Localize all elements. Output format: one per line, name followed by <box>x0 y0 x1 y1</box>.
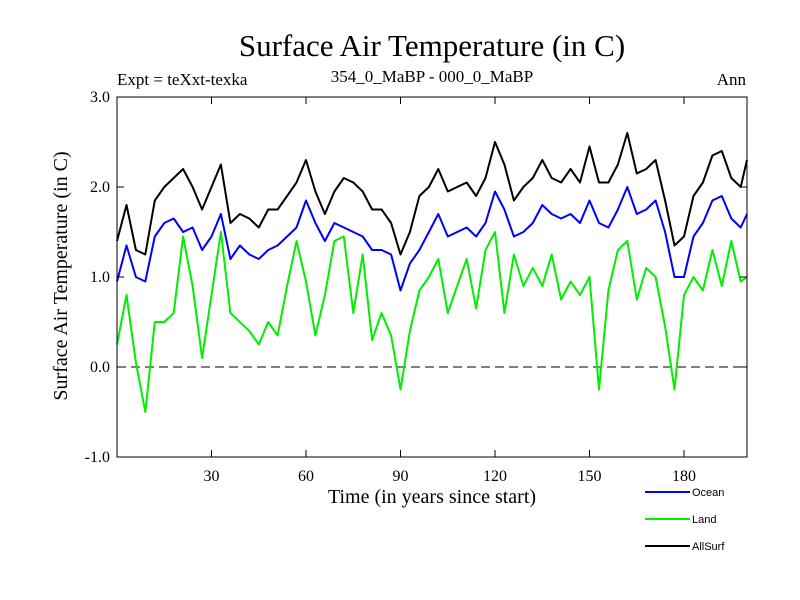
plot-frame <box>116 96 748 458</box>
plot-area: 30 60 90 120 150 180 -1.0 0.0 1.0 2.0 3.0 <box>85 89 748 485</box>
x-tick-label: 90 <box>393 468 409 485</box>
legend: Ocean Land AllSurf <box>645 487 725 553</box>
x-tick-label: 120 <box>483 468 507 485</box>
y-tick-label: 3.0 <box>90 89 110 106</box>
y-tick-label: -1.0 <box>85 449 110 466</box>
y-tick-label: 2.0 <box>90 179 110 196</box>
x-axis-label: Time (in years since start) <box>328 486 536 508</box>
series-line-ocean <box>116 186 748 292</box>
x-tick-label: 180 <box>672 468 696 485</box>
x-tick-label: 150 <box>578 468 602 485</box>
season-label: Ann <box>717 70 747 89</box>
x-tick-label: 60 <box>298 468 314 485</box>
chart-title: Surface Air Temperature (in C) <box>239 28 625 63</box>
y-tick-label: 0.0 <box>90 359 110 376</box>
experiment-label: Expt = teXxt-texka <box>117 70 248 89</box>
y-tick-label: 1.0 <box>90 269 110 286</box>
series-line-land <box>116 231 748 413</box>
y-axis-label: Surface Air Temperature (in C) <box>50 151 72 400</box>
legend-label-ocean: Ocean <box>692 487 724 499</box>
series-line-allsurf <box>116 132 748 256</box>
period-label: 354_0_MaBP - 000_0_MaBP <box>331 67 533 86</box>
legend-label-allsurf: AllSurf <box>692 541 725 553</box>
legend-label-land: Land <box>692 514 716 526</box>
x-tick-label: 30 <box>204 468 220 485</box>
